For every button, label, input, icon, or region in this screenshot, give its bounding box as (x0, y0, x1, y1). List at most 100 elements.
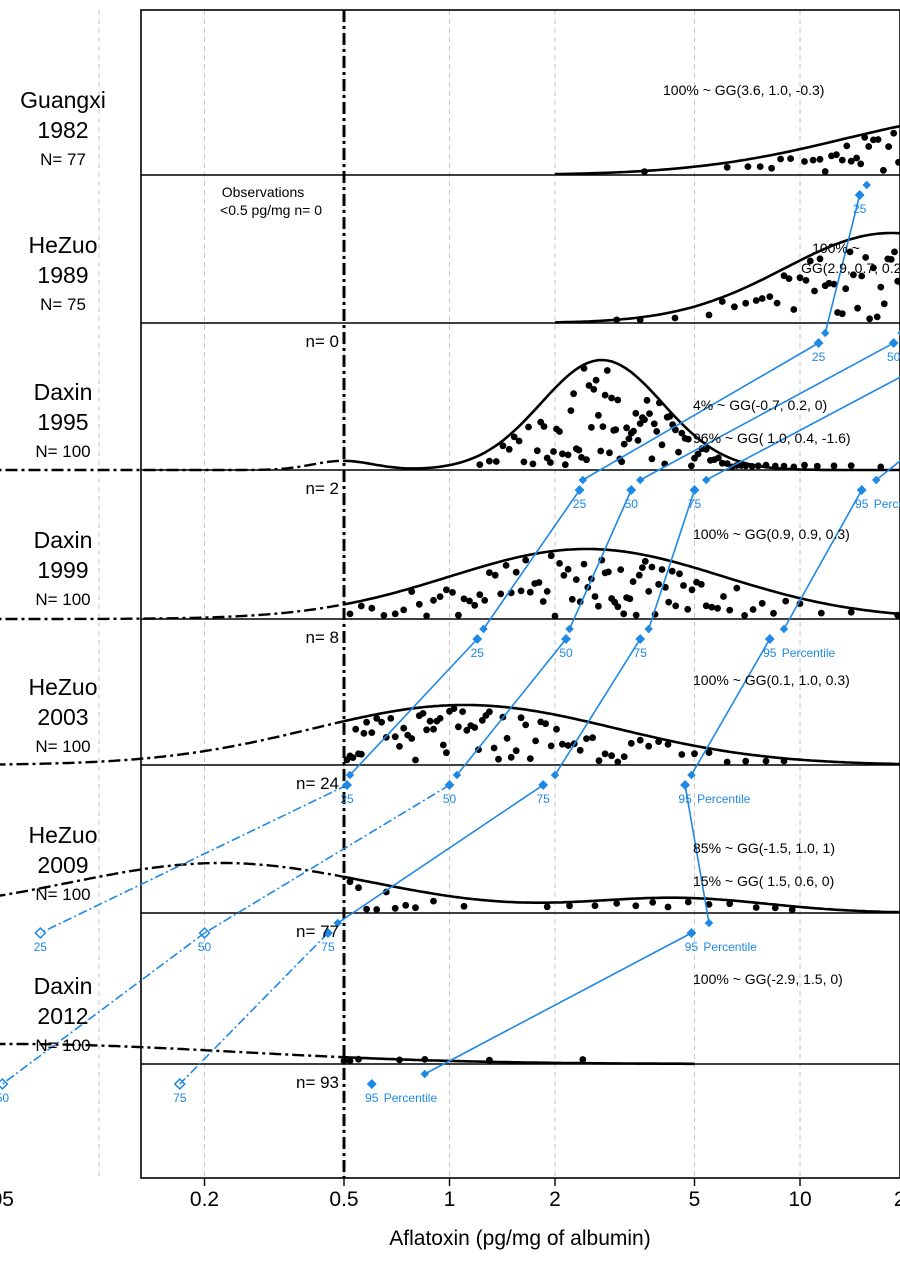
data-point (678, 429, 686, 437)
data-point (595, 602, 602, 610)
data-point (697, 580, 705, 588)
data-point (752, 904, 760, 911)
data-point (502, 562, 510, 569)
data-point (741, 612, 748, 619)
data-point (352, 725, 360, 733)
data-point (684, 605, 692, 613)
data-point (885, 143, 892, 151)
data-point (400, 606, 408, 614)
data-point (766, 293, 774, 300)
percentile-link (568, 489, 632, 630)
percentile-label: 50 (443, 792, 457, 806)
data-point (490, 744, 498, 752)
data-point (591, 593, 599, 600)
percentile-label: 95 (685, 940, 699, 954)
data-point (858, 272, 866, 280)
data-point (570, 390, 577, 398)
data-point (476, 461, 484, 468)
fitted-distribution-label: 100% ~ GG(0.1, 1.0, 0.3) (693, 672, 850, 688)
data-point (576, 746, 584, 754)
fitted-distribution-label: 85% ~ GG(-1.5, 1.0, 1) (693, 840, 835, 856)
data-point (723, 163, 731, 171)
data-point (733, 584, 741, 592)
data-point (512, 747, 520, 755)
data-point (731, 303, 738, 311)
panel-name: Daxin (34, 527, 93, 553)
data-point (843, 142, 851, 150)
percentile-link (39, 784, 348, 934)
data-point (880, 300, 888, 308)
data-point (847, 462, 855, 469)
percentile-link (456, 638, 567, 776)
data-point (526, 588, 534, 596)
data-point (846, 248, 854, 256)
data-point (373, 906, 381, 913)
data-point (560, 572, 568, 579)
data-point (629, 578, 637, 585)
data-point (564, 565, 572, 573)
data-point (891, 248, 898, 256)
panel-labels: Guangxi 1982 N= 77 100% ~ GG(3.6, 1.0, -0.3… (20, 82, 900, 1092)
data-point (618, 458, 626, 466)
fitted-distribution-label: 100% ~ (812, 240, 860, 256)
data-point (758, 295, 766, 302)
below-detection-count: n= 0 (305, 332, 339, 351)
data-point (636, 736, 644, 744)
data-point (547, 742, 555, 750)
data-point (614, 396, 622, 404)
data-point (522, 556, 530, 564)
data-point (830, 462, 838, 470)
percentile-label: 25 (471, 646, 485, 660)
data-point (486, 1056, 493, 1064)
data-point (412, 904, 419, 912)
data-point (591, 902, 599, 910)
panel-5: 25 50 75 95 Percentile (0, 703, 900, 806)
percentile-link (349, 638, 478, 776)
data-point (790, 463, 798, 471)
fitted-percentile-marker (34, 926, 47, 940)
data-point (756, 163, 764, 171)
percentile-link (554, 638, 641, 776)
data-point (503, 734, 511, 742)
data-point (567, 407, 575, 414)
data-point (626, 595, 634, 603)
data-point (787, 155, 794, 163)
fitted-distribution-label: 100% ~ GG(0.9, 0.9, 0.3) (693, 526, 850, 542)
data-point (486, 708, 493, 716)
data-point (842, 285, 850, 293)
density-curve (554, 231, 900, 324)
fitted-percentile-marker (0, 1077, 9, 1091)
data-point (564, 451, 572, 459)
data-point (866, 315, 873, 323)
panel-name: Daxin (34, 379, 93, 405)
data-point (887, 256, 895, 263)
density-curve (343, 358, 900, 472)
data-point (391, 904, 399, 912)
data-point (632, 409, 640, 417)
below-detection-count: n= 93 (296, 1073, 339, 1092)
data-point (478, 716, 486, 724)
data-point (471, 601, 479, 609)
data-point (532, 737, 539, 745)
data-point (499, 442, 507, 450)
data-point (672, 602, 680, 610)
data-point (542, 720, 549, 728)
data-point (873, 313, 881, 321)
data-point (636, 420, 644, 427)
panel-n: N= 100 (35, 885, 90, 904)
density-curve-extrapolated (0, 1042, 345, 1059)
data-point (694, 450, 702, 458)
panel-n: N= 100 (35, 737, 90, 756)
data-point (641, 168, 648, 176)
percentile-markers: 25 50 75 95 Percentile (471, 624, 835, 660)
data-point (556, 428, 563, 435)
fitted-distribution-label: GG(2.9, 0.7, 0.2) (801, 260, 900, 276)
data-point (684, 898, 692, 906)
x-tick-label: 0.2 (190, 1188, 219, 1211)
data-point (636, 316, 644, 324)
data-point (705, 901, 713, 908)
data-point (349, 754, 357, 761)
percentile-word: Percentile (384, 1091, 438, 1105)
data-point (870, 264, 877, 272)
percentile-markers: 25 50 75 95 Percentile (340, 770, 751, 806)
